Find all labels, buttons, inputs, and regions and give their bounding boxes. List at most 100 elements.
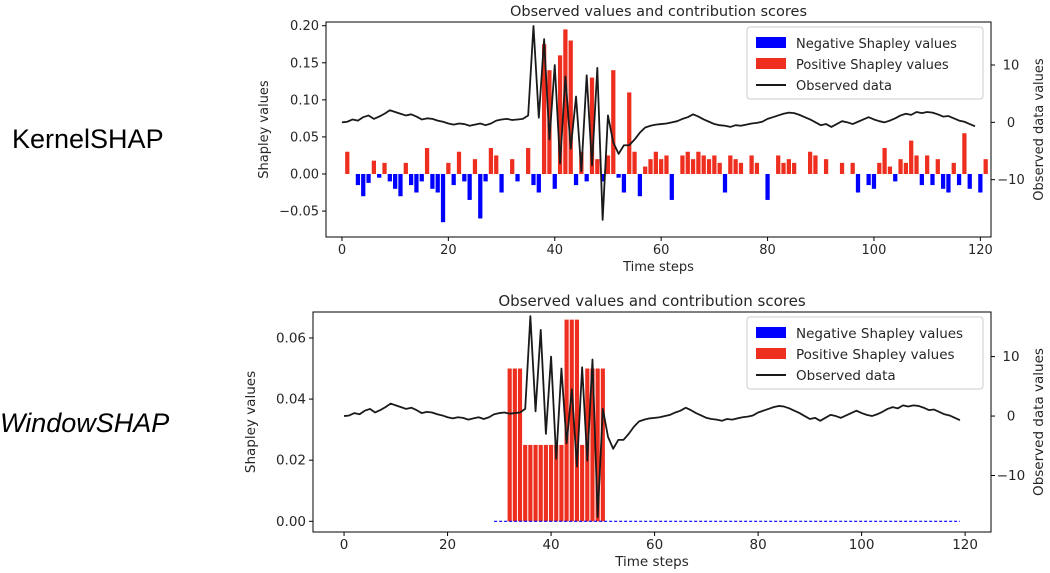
negative-shapley-bar — [483, 173, 488, 182]
negative-shapley-bar — [440, 173, 446, 223]
positive-shapley-bar — [472, 159, 478, 174]
positive-shapley-bar — [600, 368, 605, 522]
positive-shapley-bar — [733, 159, 738, 174]
y-tick-label: 0.10 — [290, 93, 319, 108]
positive-shapley-bar — [659, 159, 664, 174]
observed-data-line — [341, 25, 976, 221]
positive-shapley-bar — [786, 159, 791, 174]
y-tick-label: 0.05 — [290, 130, 319, 145]
chart-windowshap: 0 20 40 60 80 100 120 0.00 0.02 0.04 0.06 −10 0 10 Obs… — [243, 292, 1047, 570]
legend-entry: Negative Shapley values — [796, 37, 957, 52]
y-tick-label: 0.04 — [276, 392, 306, 408]
positive-shapley-bar — [543, 444, 548, 522]
y2-tick-label: 10 — [1003, 59, 1020, 74]
positive-shapley-bar — [456, 151, 462, 174]
positive-shapley-bar — [595, 368, 600, 522]
positive-shapley-bar — [494, 155, 499, 174]
method-label-windowshap: WindowSHAP — [0, 408, 170, 438]
positive-shapley-bar — [523, 444, 528, 522]
legend-entry: Negative Shapley values — [796, 326, 963, 342]
negative-shapley-bar — [600, 173, 605, 182]
positive-shapley-bar — [517, 368, 523, 522]
positive-shapley-bar — [563, 29, 568, 174]
legend-entry: Observed data — [796, 79, 892, 94]
x-tick-label: 80 — [750, 537, 767, 553]
positive-shapley-bar — [781, 162, 786, 174]
y-tick-label: 0.02 — [276, 453, 306, 469]
negative-shapley-bar — [637, 173, 643, 197]
positive-shapley-bar — [909, 140, 914, 174]
positive-shapley-bar — [488, 148, 494, 174]
positive-shapley-bar — [717, 162, 722, 174]
positive-shapley-bar — [533, 444, 538, 522]
axes: 0 20 40 60 80 100 120−0.050.000.050.100.150.20… — [279, 19, 1025, 258]
plot-frame — [325, 21, 992, 238]
y2-tick-label: 0 — [1007, 409, 1016, 425]
y2-tick-label: 0 — [1007, 116, 1015, 131]
x-tick-label: 100 — [849, 537, 875, 553]
positive-shapley-bar — [664, 155, 669, 174]
legend-swatch-negative — [756, 327, 786, 338]
positive-shapley-bar — [627, 92, 632, 174]
positive-shapley-bar — [712, 155, 717, 174]
positive-shapley-bar — [574, 319, 580, 522]
positive-shapley-bar — [887, 166, 893, 174]
positive-shapley-bar — [605, 155, 611, 174]
positive-shapley-bar — [507, 368, 512, 522]
negative-shapley-bar — [940, 173, 946, 189]
negative-shapley-bar — [893, 173, 898, 182]
positive-shapley-bar — [738, 162, 744, 174]
negative-shapley-bar — [616, 173, 621, 178]
negative-shapley-bar — [765, 173, 770, 200]
positive-shapley-bar — [882, 148, 887, 174]
positive-shapley-bar — [580, 444, 585, 522]
positive-shapley-bar — [749, 155, 754, 174]
positive-shapley-bar — [877, 162, 882, 174]
positive-shapley-bar — [541, 44, 547, 174]
positive-shapley-bar — [510, 159, 515, 174]
x-tick-label: 120 — [952, 537, 978, 553]
y-axis-label: Shapley values — [243, 371, 259, 473]
positive-shapley-bar — [813, 155, 818, 174]
x-tick-label: 120 — [968, 243, 993, 258]
negative-shapley-bar — [377, 173, 382, 178]
negative-shapley-bar — [722, 173, 728, 193]
negative-shapley-bar — [552, 173, 557, 189]
negative-shapley-bar — [451, 173, 456, 186]
positive-shapley-bar — [564, 319, 569, 522]
positive-shapley-bar — [547, 70, 552, 174]
positive-shapley-bar — [696, 151, 701, 174]
positive-shapley-bar — [983, 159, 988, 174]
y-tick-label: 0.20 — [290, 19, 319, 34]
positive-shapley-bar — [557, 55, 563, 174]
positive-shapley-bar — [728, 155, 733, 174]
y-tick-label: 0.00 — [276, 514, 306, 530]
positive-shapley-bar — [512, 368, 517, 522]
negative-shapley-bar — [866, 173, 871, 186]
negative-shapley-bar — [393, 173, 398, 189]
negative-shapley-bar — [871, 173, 877, 189]
negative-shapley-bar — [515, 173, 520, 182]
positive-shapley-bar — [935, 159, 940, 174]
positive-shapley-bar — [643, 166, 648, 174]
negative-shapley-bar — [462, 173, 467, 182]
negative-shapley-bar — [361, 173, 366, 197]
positive-shapley-bar — [925, 155, 930, 174]
negative-shapley-bar — [387, 173, 392, 182]
chart-kernelshap: 0 20 40 60 80 100 120−0.050.000.050.100.150.20… — [257, 4, 1047, 275]
legend-box — [746, 316, 984, 390]
legend: Negative Shapley values Positive Shapley … — [746, 26, 984, 100]
y2-axis-label: Observed data values — [1032, 58, 1047, 201]
legend-entry: Observed data — [796, 368, 896, 384]
positive-shapley-bar — [382, 162, 387, 174]
negative-shapley-bar — [978, 173, 983, 193]
positive-shapley-bar — [690, 159, 696, 174]
negative-shapley-bar — [531, 173, 536, 186]
positive-shapley-bar — [528, 444, 533, 522]
y2-axis-label: Observed data values — [1031, 348, 1047, 496]
positive-shapley-bar — [590, 368, 595, 522]
positive-shapley-bar — [611, 70, 616, 174]
x-tick-label: 60 — [646, 537, 663, 553]
positive-shapley-bar — [776, 155, 781, 174]
positive-shapley-bar — [653, 151, 658, 174]
